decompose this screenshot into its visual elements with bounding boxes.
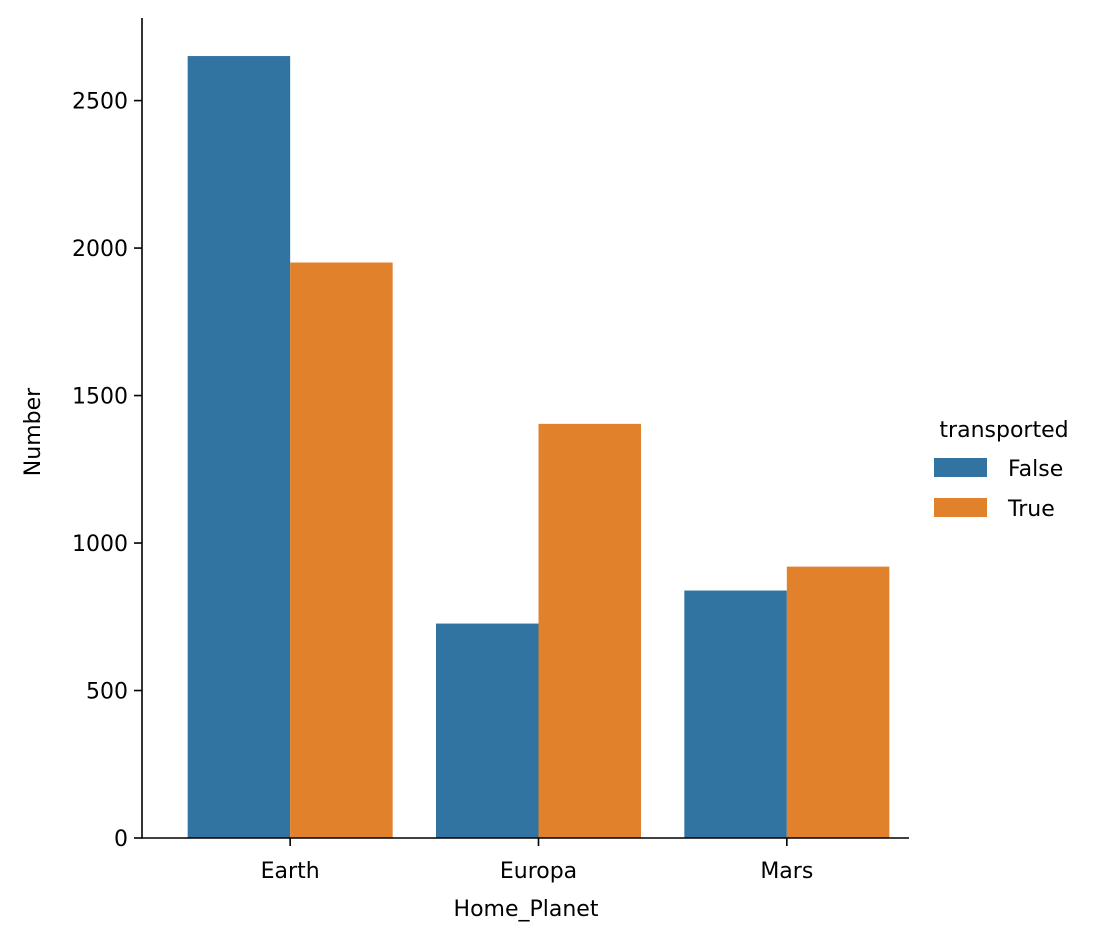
legend-label-false: False — [1008, 457, 1063, 482]
bar-europa-false — [436, 623, 539, 838]
legend-label-true: True — [1007, 497, 1055, 522]
y-tick-label: 0 — [114, 827, 128, 852]
bar-earth-false — [187, 56, 291, 839]
x-axis-label: Home_Planet — [454, 897, 599, 922]
bar-mars-false — [684, 590, 787, 838]
bar-mars-true — [786, 566, 890, 838]
legend-swatch-false — [934, 458, 987, 477]
y-tick-label: 500 — [86, 680, 128, 705]
y-tick-label: 1000 — [72, 532, 128, 557]
legend-swatch-true — [934, 498, 987, 517]
bar-group — [187, 56, 890, 839]
y-tick-label: 2000 — [72, 237, 128, 262]
x-tick-label: Mars — [760, 859, 813, 884]
x-tick-label: Europa — [500, 859, 577, 884]
y-tick-label: 1500 — [72, 385, 128, 410]
axes — [141, 18, 909, 839]
y-axis-ticks: 0 500 1000 1500 2000 2500 — [72, 90, 142, 852]
legend-items: False True — [934, 457, 1063, 522]
y-axis-label: Number — [21, 387, 46, 476]
legend-title: transported — [939, 418, 1068, 443]
legend: transported False True — [934, 418, 1069, 522]
x-tick-label: Earth — [261, 859, 320, 884]
bar-earth-true — [290, 262, 393, 839]
x-axis-ticks: Earth Europa Mars — [261, 838, 813, 884]
bar-europa-true — [538, 423, 641, 838]
y-tick-label: 2500 — [72, 90, 128, 115]
